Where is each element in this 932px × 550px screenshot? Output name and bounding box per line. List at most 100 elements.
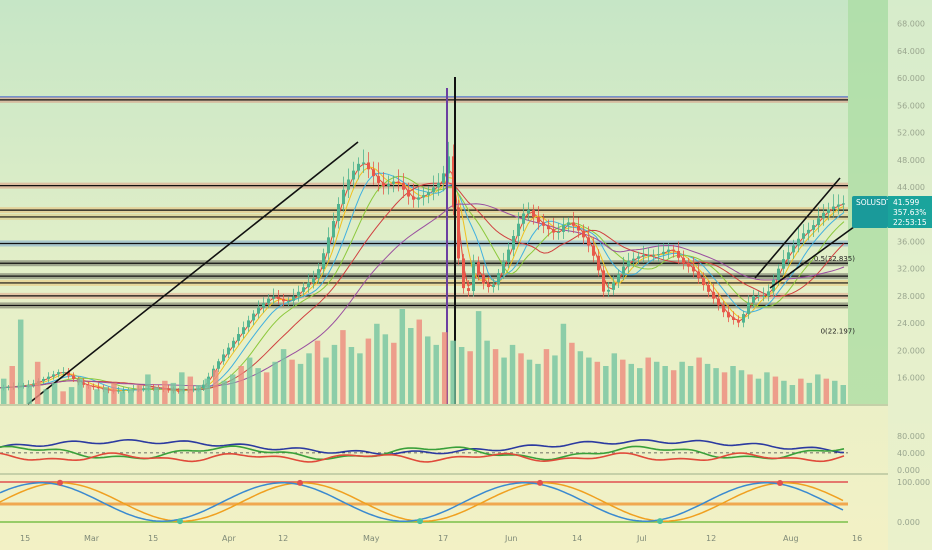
volume-bar (382, 334, 389, 404)
candle-body (497, 273, 500, 285)
candle-body (387, 183, 390, 187)
volume-bar (721, 372, 728, 404)
candle-body (742, 314, 745, 323)
x-tick-label: May (363, 534, 380, 543)
volume-bar (552, 355, 558, 404)
candle-body (467, 288, 470, 292)
candle-body (547, 225, 550, 230)
candle-body (337, 204, 340, 222)
volume-bar (348, 347, 355, 404)
candle-body (402, 182, 405, 190)
volume-bar (467, 351, 473, 404)
candle-body (177, 390, 180, 392)
candle-body (422, 195, 425, 198)
candle-body (792, 245, 795, 253)
x-tick-label: Mar (84, 534, 100, 543)
candle-body (722, 305, 725, 313)
candle-body (582, 230, 585, 238)
candle-body (812, 225, 815, 230)
volume-bar (543, 349, 550, 404)
volume-bar (213, 370, 219, 404)
candle-body (267, 298, 270, 304)
candle-body (492, 284, 495, 288)
candle-body (57, 372, 60, 375)
x-tick-label: 15 (148, 534, 158, 543)
volume-bars (1, 309, 846, 404)
stoch-cross-dot (177, 518, 183, 525)
volume-bar (560, 323, 567, 404)
rsi-indicator-panel[interactable]: 80.000 40.000 0.000 (0, 432, 925, 475)
candle-body (472, 261, 475, 292)
candle-body (832, 206, 835, 210)
candle-body (822, 212, 825, 219)
x-tick-label: Jun (504, 534, 518, 543)
y-tick-label: 52.000 (897, 129, 925, 138)
fib-level-label: 0.5(32.835) (814, 255, 855, 263)
volume-bar (374, 323, 380, 404)
volume-bar (815, 374, 821, 404)
volume-bar (730, 366, 736, 404)
candle-body (292, 296, 295, 301)
volume-bar (653, 361, 660, 404)
candle-body (502, 261, 505, 274)
candle-body (702, 278, 705, 286)
candle-body (287, 300, 290, 302)
candle-body (532, 210, 535, 217)
candle-body (552, 229, 555, 233)
volume-bar (738, 370, 745, 404)
candle-body (572, 222, 575, 226)
volume-bar (196, 385, 202, 404)
volume-bar (484, 340, 490, 404)
stoch-cross-dot (777, 479, 783, 486)
candle-body (662, 251, 665, 255)
candle-body (677, 250, 680, 258)
candle-body (842, 203, 845, 205)
candle-body (432, 187, 435, 192)
candle-body (412, 196, 415, 200)
candle-body (767, 291, 770, 296)
candle-body (782, 259, 785, 269)
trend-line[interactable] (754, 177, 841, 279)
candle-body (737, 319, 740, 323)
volume-bar (433, 344, 439, 404)
volume-bar (255, 368, 261, 404)
rsi-tick-label: 80.000 (897, 432, 925, 441)
candle-body (117, 390, 120, 392)
stoch-indicator-panel[interactable]: 100.000 0.000 (0, 478, 930, 527)
candle-body (562, 225, 565, 232)
trend-line[interactable] (27, 141, 359, 405)
volume-bar (238, 366, 244, 404)
x-tick-label: 15 (20, 534, 30, 543)
candle-body (232, 340, 235, 348)
volume-bar (662, 366, 668, 404)
candle-body (507, 249, 510, 262)
volume-bar (162, 380, 168, 404)
volume-bar (136, 385, 143, 404)
rsi-line (0, 438, 845, 456)
main-price-panel[interactable]: 0.5(32.835) 0(22.197) (0, 77, 881, 405)
x-tick-label: 12 (706, 534, 716, 543)
volume-bar (187, 376, 194, 404)
volume-bar (577, 351, 584, 404)
volume-bar (153, 387, 160, 404)
volume-bar (9, 366, 15, 404)
symbol-badge[interactable]: SOLUSDT 41.599 357.63% 22:53:15 (852, 196, 932, 228)
volume-bar (246, 357, 253, 404)
volume-bar (416, 319, 422, 404)
candle-body (42, 378, 45, 382)
y-tick-label: 56.000 (897, 101, 925, 110)
candle-body (407, 189, 410, 197)
candle-body (477, 261, 480, 275)
candle-body (202, 384, 205, 389)
price-axis-area[interactable] (888, 0, 932, 550)
candle-body (632, 258, 635, 261)
candle-body (527, 210, 530, 214)
candle-body (672, 249, 675, 251)
volume-bar (111, 382, 117, 404)
candle-body (312, 278, 315, 283)
volume-bar (441, 332, 448, 404)
volume-bar (365, 338, 372, 404)
bar-countdown: 22:53:15 (893, 218, 927, 227)
stoch-cross-dot (297, 479, 303, 486)
